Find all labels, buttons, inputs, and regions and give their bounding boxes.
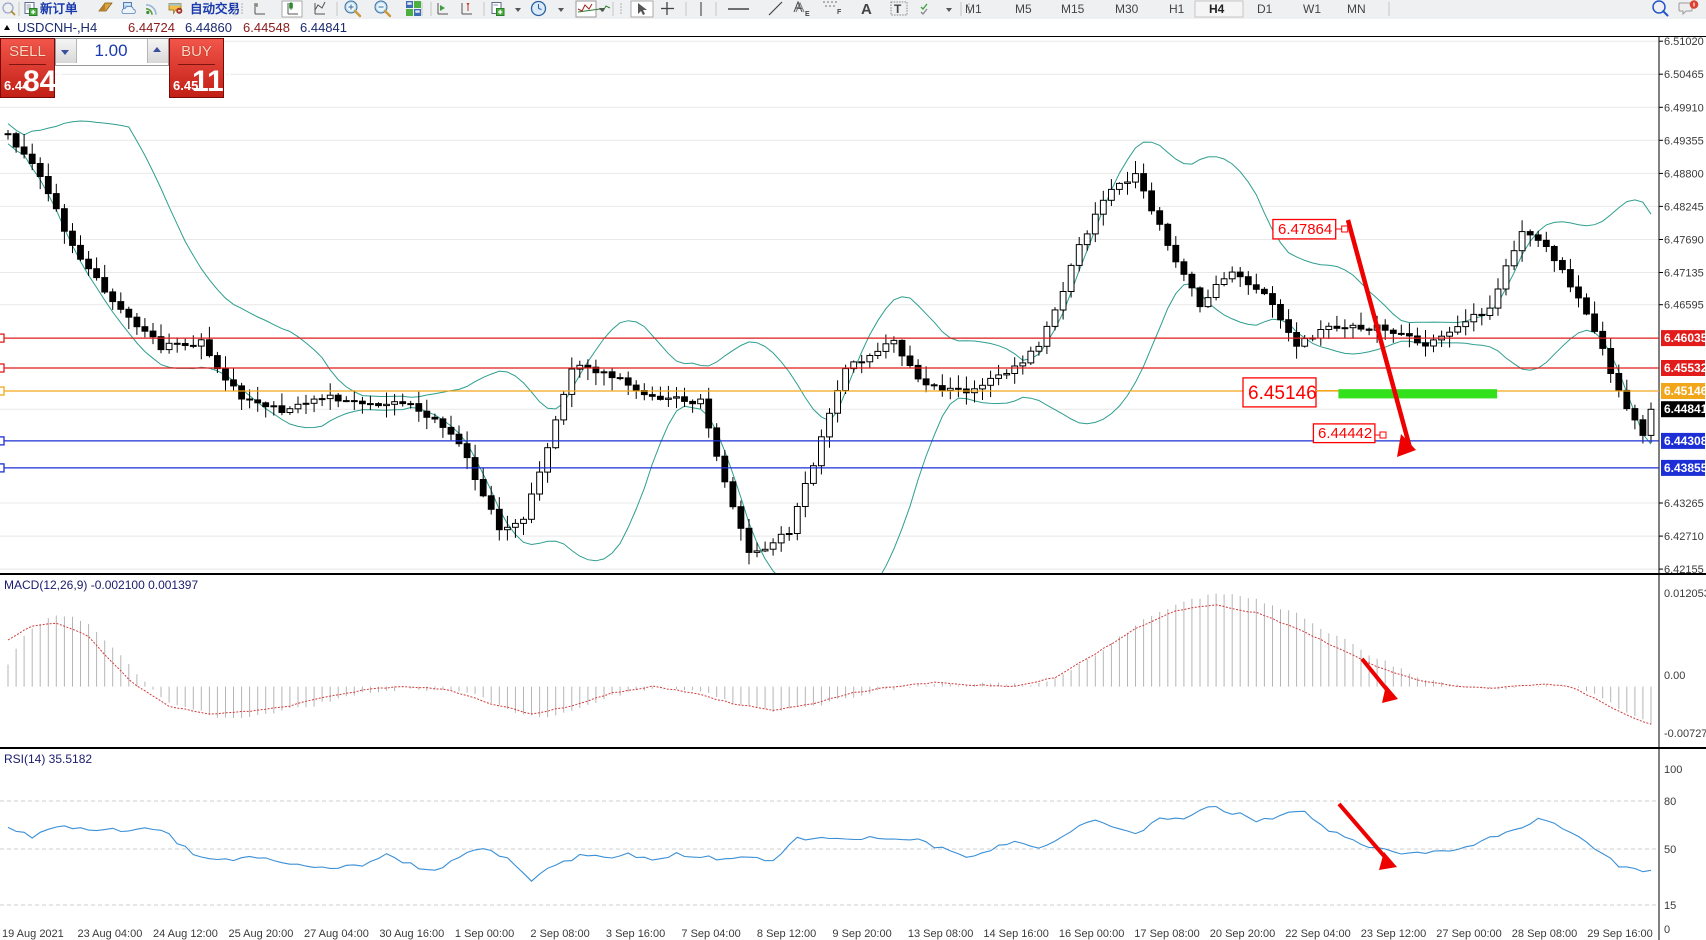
svg-text:6.47864: 6.47864 — [1278, 221, 1332, 238]
svg-text:27 Sep 00:00: 27 Sep 00:00 — [1436, 928, 1501, 940]
svg-text:自动交易: 自动交易 — [190, 1, 240, 16]
svg-text:6.44308: 6.44308 — [1664, 434, 1706, 448]
svg-text:E: E — [805, 11, 810, 18]
svg-text:6.48245: 6.48245 — [1664, 201, 1704, 213]
svg-text:M15: M15 — [1061, 2, 1085, 16]
svg-text:6.44841: 6.44841 — [1664, 402, 1706, 416]
svg-text:6.47690: 6.47690 — [1664, 235, 1704, 247]
svg-text:7 Sep 04:00: 7 Sep 04:00 — [681, 928, 740, 940]
svg-text:30 Aug 16:00: 30 Aug 16:00 — [379, 928, 444, 940]
svg-text:USDCNH-,H4: USDCNH-,H4 — [17, 20, 97, 35]
svg-text:25 Aug 20:00: 25 Aug 20:00 — [229, 928, 294, 940]
svg-text:13 Sep 08:00: 13 Sep 08:00 — [908, 928, 973, 940]
svg-text:6.47135: 6.47135 — [1664, 268, 1704, 280]
svg-text:24 Aug 12:00: 24 Aug 12:00 — [153, 928, 218, 940]
svg-text:14 Sep 16:00: 14 Sep 16:00 — [983, 928, 1048, 940]
svg-text:50: 50 — [1664, 844, 1676, 856]
svg-text:6.43265: 6.43265 — [1664, 498, 1704, 510]
svg-text:16 Sep 00:00: 16 Sep 00:00 — [1059, 928, 1124, 940]
svg-text:8 Sep 12:00: 8 Sep 12:00 — [757, 928, 816, 940]
svg-text:M5: M5 — [1015, 2, 1032, 16]
svg-text:F: F — [837, 9, 842, 16]
svg-text:6.45146: 6.45146 — [1248, 383, 1317, 404]
svg-text:T: T — [894, 2, 902, 16]
svg-text:22 Sep 04:00: 22 Sep 04:00 — [1285, 928, 1350, 940]
svg-text:20 Sep 20:00: 20 Sep 20:00 — [1210, 928, 1275, 940]
svg-text:RSI(14) 35.5182: RSI(14) 35.5182 — [4, 752, 92, 766]
svg-text:0.012053: 0.012053 — [1664, 588, 1706, 600]
svg-text:6.50465: 6.50465 — [1664, 69, 1704, 81]
svg-text:3 Sep 16:00: 3 Sep 16:00 — [606, 928, 665, 940]
svg-text:2 Sep 08:00: 2 Sep 08:00 — [530, 928, 589, 940]
svg-text:6.49910: 6.49910 — [1664, 102, 1704, 114]
svg-text:6.45146: 6.45146 — [1664, 384, 1706, 398]
svg-text:6.43855: 6.43855 — [1664, 461, 1706, 475]
svg-text:0: 0 — [1664, 924, 1670, 936]
svg-text:A: A — [861, 1, 872, 18]
svg-text:6.51020: 6.51020 — [1664, 37, 1704, 48]
svg-text:19 Aug 2021: 19 Aug 2021 — [2, 928, 64, 940]
svg-text:6.46035: 6.46035 — [1664, 331, 1706, 345]
svg-text:9 Sep 20:00: 9 Sep 20:00 — [832, 928, 891, 940]
svg-text:15: 15 — [1664, 900, 1676, 912]
svg-text:6.44724: 6.44724 — [128, 20, 175, 35]
svg-text:6.44442: 6.44442 — [1318, 425, 1372, 442]
svg-text:6.46595: 6.46595 — [1664, 300, 1704, 312]
svg-text:23 Sep 12:00: 23 Sep 12:00 — [1361, 928, 1426, 940]
svg-text:6.48800: 6.48800 — [1664, 168, 1704, 180]
svg-text:M30: M30 — [1115, 2, 1139, 16]
svg-text:6.49355: 6.49355 — [1664, 135, 1704, 147]
svg-text:H1: H1 — [1169, 2, 1185, 16]
svg-text:80: 80 — [1664, 796, 1676, 808]
svg-text:-0.007272: -0.007272 — [1664, 728, 1706, 740]
svg-text:6.44548: 6.44548 — [243, 20, 290, 35]
svg-text:29 Sep 16:00: 29 Sep 16:00 — [1587, 928, 1652, 940]
svg-text:MN: MN — [1347, 2, 1366, 16]
svg-text:新订单: 新订单 — [40, 1, 78, 16]
svg-text:D1: D1 — [1257, 2, 1273, 16]
svg-text:M1: M1 — [965, 2, 982, 16]
svg-text:6.44841: 6.44841 — [300, 20, 347, 35]
svg-text:6.42710: 6.42710 — [1664, 531, 1704, 543]
svg-text:1 Sep 00:00: 1 Sep 00:00 — [455, 928, 514, 940]
svg-text:100: 100 — [1664, 764, 1682, 776]
svg-text:23 Aug 04:00: 23 Aug 04:00 — [78, 928, 143, 940]
svg-text:6.45532: 6.45532 — [1664, 361, 1706, 375]
svg-text:H4: H4 — [1209, 2, 1225, 16]
svg-text:6.44860: 6.44860 — [185, 20, 232, 35]
svg-text:MACD(12,26,9) -0.002100 0.0013: MACD(12,26,9) -0.002100 0.001397 — [4, 578, 198, 592]
svg-text:28 Sep 08:00: 28 Sep 08:00 — [1512, 928, 1577, 940]
svg-text:6.42155: 6.42155 — [1664, 564, 1704, 573]
svg-text:27 Aug 04:00: 27 Aug 04:00 — [304, 928, 369, 940]
svg-text:W1: W1 — [1303, 2, 1321, 16]
svg-text:17 Sep 08:00: 17 Sep 08:00 — [1134, 928, 1199, 940]
svg-text:0.00: 0.00 — [1664, 670, 1685, 682]
